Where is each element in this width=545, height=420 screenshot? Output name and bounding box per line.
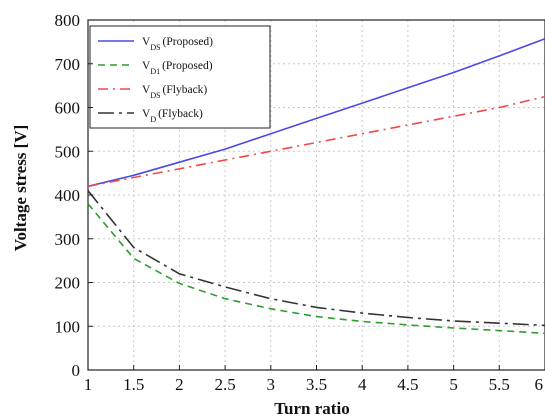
y-tick-label: 400 — [55, 186, 81, 205]
y-tick-label: 100 — [55, 317, 81, 336]
legend-box — [89, 25, 271, 129]
x-tick-label: 4.5 — [397, 375, 418, 394]
x-tick-label: 3.5 — [306, 375, 327, 394]
y-tick-label: 300 — [55, 230, 81, 249]
x-tick-label: 2 — [175, 375, 184, 394]
legend-entry-label: VDS (Flyback) — [142, 84, 207, 100]
x-tick-label: 3 — [267, 375, 276, 394]
legend: VDS (Proposed) VD1 (Proposed) VDS (Flyback) VD… — [89, 25, 271, 129]
x-tick-label: 4 — [358, 375, 367, 394]
y-tick-label: 600 — [55, 99, 81, 118]
series-line-4 — [87, 190, 545, 327]
legend-entry-label: VD1 (Proposed) — [142, 60, 213, 76]
x-tick-label: 2.5 — [214, 375, 235, 394]
x-tick-label: 5 — [449, 375, 458, 394]
y-tick-label: 200 — [55, 274, 81, 293]
x-tick-label: 1.5 — [123, 375, 144, 394]
series-layer — [87, 38, 545, 335]
legend-entry-label: VDS (Proposed) — [142, 36, 213, 52]
y-tick-label: 700 — [55, 55, 81, 74]
x-tick-label: 6 — [535, 375, 544, 394]
y-tick-label: 500 — [55, 142, 81, 161]
legend-entry-label: VD (Flyback) — [142, 108, 203, 124]
x-tick-label: 1 — [84, 375, 93, 394]
axis-ticks: 0 100 200 300 400 500 600 700 800 1 1.5 2 2.5 3 3.5 4 4.… — [55, 11, 545, 394]
y-tick-label: 800 — [55, 11, 81, 30]
y-tick-label: 0 — [72, 361, 81, 380]
x-axis-title: Turn ratio — [274, 399, 349, 418]
series-line-2 — [87, 203, 545, 335]
x-tick-label: 5.5 — [489, 375, 510, 394]
y-axis-title: Voltage stress [V] — [11, 125, 30, 252]
series-line-1 — [87, 38, 545, 188]
